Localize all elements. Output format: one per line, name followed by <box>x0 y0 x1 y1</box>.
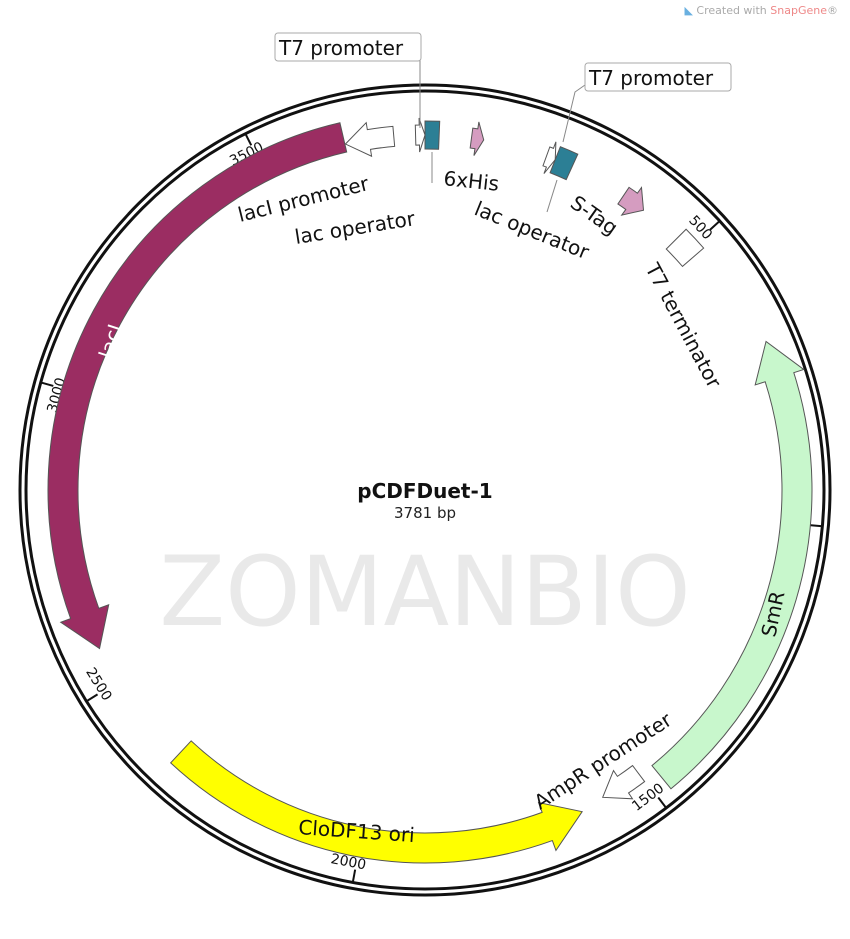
watermark: ZOMANBIO <box>159 536 690 648</box>
feature-laci-promoter[interactable] <box>344 121 396 158</box>
backbone-inner <box>24 89 826 891</box>
feature-clodf13-ori[interactable] <box>169 740 583 864</box>
feature-smr[interactable] <box>651 340 813 790</box>
callout-line <box>562 84 586 143</box>
snapgene-credit: ◣ Created with SnapGene® <box>684 4 838 17</box>
feature-laci[interactable] <box>47 122 348 650</box>
label-t7-promoter-2: T7 promoter <box>588 66 714 90</box>
feature-lac-operator[interactable] <box>424 120 441 150</box>
label-s-tag: S-Tag <box>566 190 622 239</box>
plasmid-length: 3781 bp <box>394 504 456 522</box>
label-box <box>274 32 422 62</box>
feature-t7-terminator[interactable] <box>665 228 705 268</box>
feature-s-tag[interactable] <box>617 186 645 216</box>
tick-mark <box>85 693 99 703</box>
label-lac-operator-1: lac operator <box>293 206 417 249</box>
feature-6xhis[interactable] <box>469 121 485 156</box>
tick-label: 2500 <box>82 665 114 704</box>
tick-mark <box>351 869 357 883</box>
feature-ampr-promoter[interactable] <box>601 764 646 800</box>
label-box <box>584 62 732 92</box>
tick-mark <box>657 796 667 809</box>
tick-mark <box>809 524 823 528</box>
tick-mark <box>40 381 54 387</box>
feature-lac-operator[interactable] <box>549 146 579 181</box>
tick-mark <box>244 133 253 146</box>
label-t7-promoter-1: T7 promoter <box>278 36 404 60</box>
feature-t7-promoter[interactable] <box>542 141 557 174</box>
backbone-outer <box>18 83 832 897</box>
callout-line <box>546 179 558 213</box>
label-6xhis: 6xHis <box>442 166 500 196</box>
tick-mark <box>709 220 721 231</box>
plasmid-name: pCDFDuet-1 <box>357 479 492 503</box>
feature-t7-promoter[interactable] <box>414 117 426 153</box>
label-t7-terminator: T7 terminator <box>640 258 727 392</box>
snapgene-logo-icon: ◣ <box>684 4 693 17</box>
